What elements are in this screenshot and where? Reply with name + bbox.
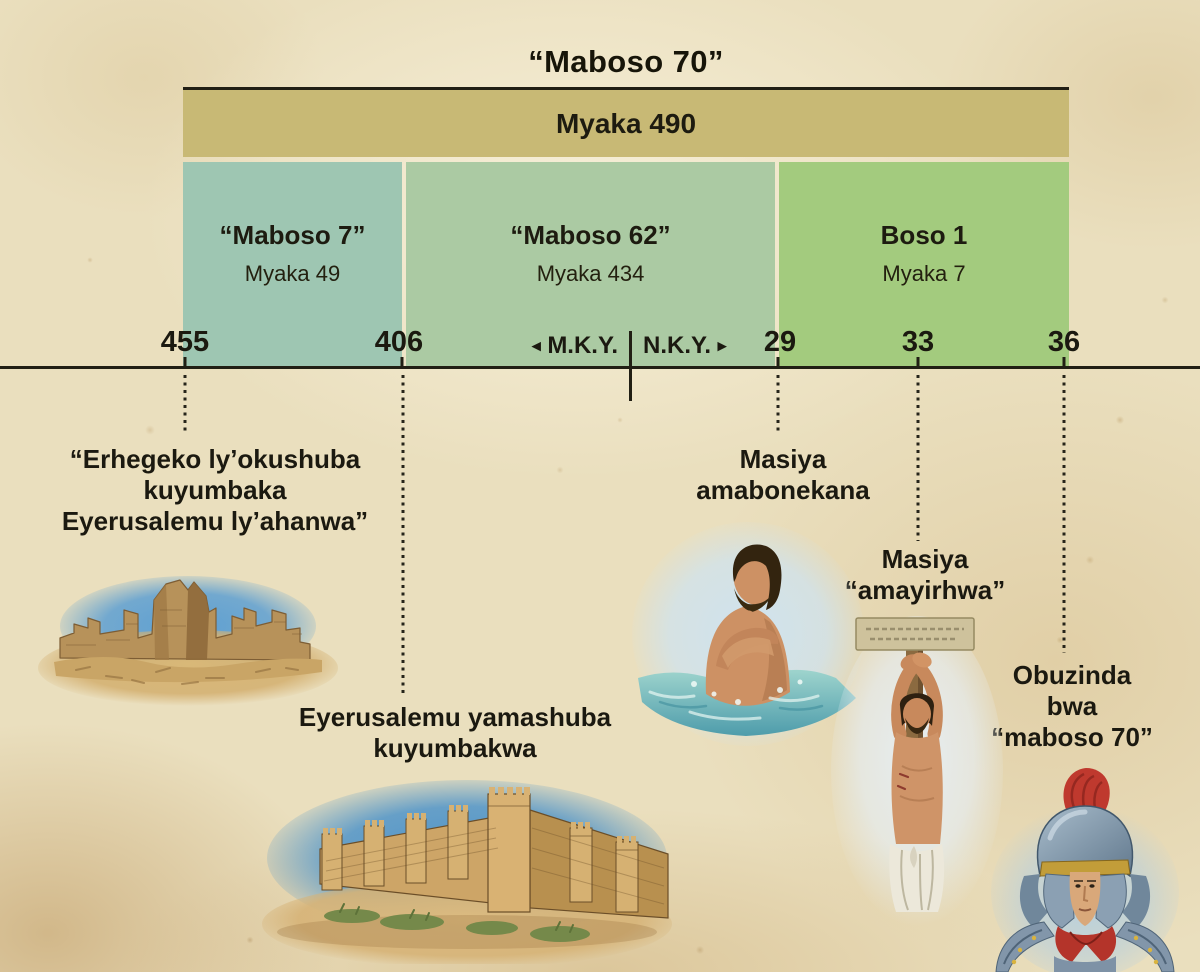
event-line: “amayirhwa”: [844, 575, 1006, 605]
band-maboso-7: “Maboso 7” Myaka 49: [183, 162, 402, 367]
leader-29: [776, 375, 780, 435]
event-line: Eyerusalemu yamashuba: [298, 702, 612, 732]
tick-36: [1062, 357, 1066, 366]
roman-soldier-illustration: [991, 768, 1179, 972]
bracket-line: [183, 87, 1069, 90]
event-line: kuyumbakwa: [373, 733, 537, 763]
band-label: “Maboso 7”: [219, 220, 366, 250]
era-ce-text: N.K.Y.: [643, 332, 712, 359]
jesus-baptism-illustration: [632, 522, 864, 746]
event-messiah-appears-label: Masiya amabonekana: [663, 444, 903, 506]
chart-title: “Maboso 70”: [528, 44, 724, 79]
era-bce-label: ◂ M.K.Y.: [532, 332, 618, 360]
date-33: 33: [901, 326, 935, 358]
tick-33: [916, 357, 920, 366]
event-line: Masiya: [739, 444, 827, 474]
tick-455: [183, 357, 187, 366]
band-label: Boso 1: [880, 220, 968, 250]
leader-455: [183, 375, 187, 432]
band-years: Myaka 7: [882, 261, 966, 286]
band-label: “Maboso 62”: [510, 220, 671, 250]
band-boso-1: Boso 1 Myaka 7: [779, 162, 1069, 367]
event-line: Obuzinda: [1012, 660, 1132, 690]
date-406: 406: [374, 326, 424, 358]
event-line: kuyumbaka: [143, 475, 287, 505]
band-years: Myaka 49: [244, 261, 341, 286]
leader-33: [916, 375, 920, 541]
era-ce-label: N.K.Y. ▸: [643, 332, 726, 360]
jerusalem-ruins-illustration: [38, 576, 338, 706]
event-messiah-cut-off-label: Masiya “amayirhwa”: [805, 544, 1045, 606]
event-line: bwa: [1046, 691, 1098, 721]
tick-406: [400, 357, 404, 366]
leader-406: [401, 375, 405, 695]
band-maboso-62: “Maboso 62” Myaka 434: [406, 162, 775, 367]
event-end-70-weeks-label: Obuzinda bwa “maboso 70”: [962, 660, 1182, 753]
event-rebuilt-label: Eyerusalemu yamashuba kuyumbakwa: [255, 702, 655, 764]
event-line: amabonekana: [696, 475, 870, 505]
total-years-label: Myaka 490: [555, 107, 697, 139]
date-29: 29: [763, 326, 797, 358]
tick-29: [776, 357, 780, 366]
left-arrow-icon: ◂: [532, 336, 541, 355]
event-line: “Erhegeko ly’okushuba: [69, 444, 361, 474]
total-years-band: Myaka 490: [183, 90, 1069, 157]
date-455: 455: [160, 326, 210, 358]
right-arrow-icon: ▸: [717, 336, 727, 355]
event-line: Eyerusalemu ly’ahanwa”: [61, 506, 369, 536]
date-36: 36: [1047, 326, 1081, 358]
messiah-on-stake-illustration: [831, 616, 1003, 926]
event-line: Masiya: [881, 544, 969, 574]
event-line: “maboso 70”: [991, 722, 1153, 752]
jerusalem-rebuilt-illustration: [262, 780, 672, 964]
event-decree-label: “Erhegeko ly’okushuba kuyumbaka Eyerusal…: [25, 444, 405, 537]
leader-36: [1062, 375, 1066, 653]
timeline-axis: [0, 366, 1200, 369]
band-years: Myaka 434: [536, 261, 645, 286]
era-bce-text: M.K.Y.: [547, 332, 618, 359]
